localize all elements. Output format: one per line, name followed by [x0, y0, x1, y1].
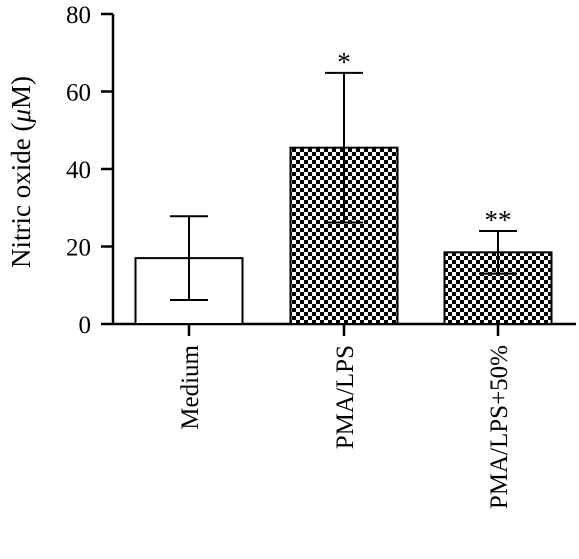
y-axis-title-unit: M)	[6, 76, 36, 109]
category-label-2: PMA/LPS+50%	[486, 345, 513, 509]
y-tick-label-0: 0	[79, 312, 92, 339]
y-axis-title: Nitric oxide (μM)	[6, 76, 36, 268]
y-axis-title-unit-mu: μ	[6, 109, 36, 124]
y-axis: 0 20 40 60 80	[66, 2, 115, 339]
category-label-1: PMA/LPS	[332, 345, 359, 449]
bar-2	[443, 251, 553, 325]
y-tick-label-20: 20	[66, 235, 91, 262]
significance-marker-2: **	[485, 205, 512, 235]
y-tick-label-40: 40	[66, 157, 91, 184]
y-tick-label-60: 60	[66, 80, 91, 107]
category-label-0: Medium	[177, 344, 204, 429]
x-axis	[113, 322, 576, 336]
significance-marker-1: *	[337, 47, 351, 77]
y-tick-label-80: 80	[66, 2, 91, 29]
error-bars	[170, 71, 517, 301]
y-axis-title-text: Nitric oxide (	[6, 123, 36, 268]
category-labels: Medium PMA/LPS PMA/LPS+50%	[177, 344, 513, 509]
significance-markers: ***	[337, 47, 511, 235]
